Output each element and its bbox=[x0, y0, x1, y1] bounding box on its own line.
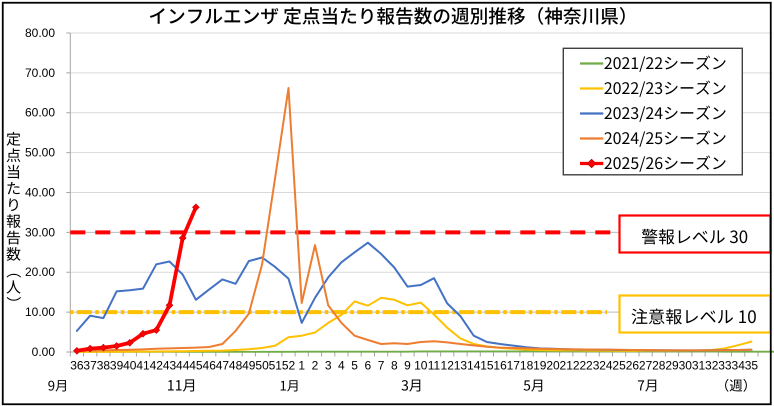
svg-text:31: 31 bbox=[692, 358, 706, 372]
svg-text:16: 16 bbox=[493, 358, 507, 372]
svg-text:41: 41 bbox=[136, 358, 150, 372]
svg-text:4: 4 bbox=[338, 358, 345, 372]
svg-text:47: 47 bbox=[216, 358, 230, 372]
svg-text:21: 21 bbox=[560, 358, 574, 372]
svg-text:22: 22 bbox=[573, 358, 587, 372]
svg-text:52: 52 bbox=[282, 358, 296, 372]
svg-text:40: 40 bbox=[123, 358, 137, 372]
svg-text:32: 32 bbox=[705, 358, 719, 372]
svg-text:46: 46 bbox=[203, 358, 217, 372]
svg-text:20.00: 20.00 bbox=[25, 265, 55, 279]
svg-text:17: 17 bbox=[507, 358, 521, 372]
svg-text:15: 15 bbox=[480, 358, 494, 372]
svg-text:25: 25 bbox=[612, 358, 626, 372]
svg-text:6: 6 bbox=[365, 358, 372, 372]
svg-text:36: 36 bbox=[70, 358, 84, 372]
svg-text:33: 33 bbox=[718, 358, 732, 372]
svg-text:34: 34 bbox=[732, 358, 746, 372]
svg-text:12: 12 bbox=[441, 358, 455, 372]
svg-text:44: 44 bbox=[176, 358, 190, 372]
svg-text:7: 7 bbox=[378, 358, 385, 372]
svg-text:23: 23 bbox=[586, 358, 600, 372]
svg-text:9: 9 bbox=[404, 358, 411, 372]
svg-text:20: 20 bbox=[546, 358, 560, 372]
svg-text:5: 5 bbox=[351, 358, 358, 372]
svg-text:24: 24 bbox=[599, 358, 613, 372]
svg-text:11: 11 bbox=[428, 358, 441, 372]
svg-text:80.00: 80.00 bbox=[25, 26, 55, 40]
svg-text:27: 27 bbox=[639, 358, 653, 372]
svg-text:2: 2 bbox=[312, 358, 319, 372]
svg-text:37: 37 bbox=[83, 358, 97, 372]
svg-text:10.00: 10.00 bbox=[25, 305, 55, 319]
svg-text:49: 49 bbox=[242, 358, 256, 372]
svg-text:70.00: 70.00 bbox=[25, 66, 55, 80]
svg-text:18: 18 bbox=[520, 358, 534, 372]
svg-text:10: 10 bbox=[414, 358, 428, 372]
svg-text:19: 19 bbox=[533, 358, 547, 372]
svg-text:50.00: 50.00 bbox=[25, 146, 55, 160]
svg-text:30: 30 bbox=[679, 358, 693, 372]
svg-text:8: 8 bbox=[391, 358, 398, 372]
svg-text:60.00: 60.00 bbox=[25, 106, 55, 120]
svg-text:1: 1 bbox=[298, 358, 305, 372]
svg-text:14: 14 bbox=[467, 358, 481, 372]
svg-text:51: 51 bbox=[269, 358, 283, 372]
svg-text:13: 13 bbox=[454, 358, 468, 372]
svg-text:48: 48 bbox=[229, 358, 243, 372]
svg-text:43: 43 bbox=[163, 358, 177, 372]
svg-text:28: 28 bbox=[652, 358, 666, 372]
svg-text:35: 35 bbox=[745, 358, 759, 372]
svg-text:39: 39 bbox=[110, 358, 124, 372]
svg-text:0.00: 0.00 bbox=[32, 345, 56, 359]
svg-text:26: 26 bbox=[626, 358, 640, 372]
svg-text:40.00: 40.00 bbox=[25, 185, 55, 199]
svg-text:50: 50 bbox=[255, 358, 269, 372]
svg-text:29: 29 bbox=[665, 358, 679, 372]
svg-text:38: 38 bbox=[97, 358, 111, 372]
svg-text:42: 42 bbox=[150, 358, 164, 372]
svg-text:45: 45 bbox=[189, 358, 203, 372]
svg-text:30.00: 30.00 bbox=[25, 225, 55, 239]
svg-text:3: 3 bbox=[325, 358, 332, 372]
